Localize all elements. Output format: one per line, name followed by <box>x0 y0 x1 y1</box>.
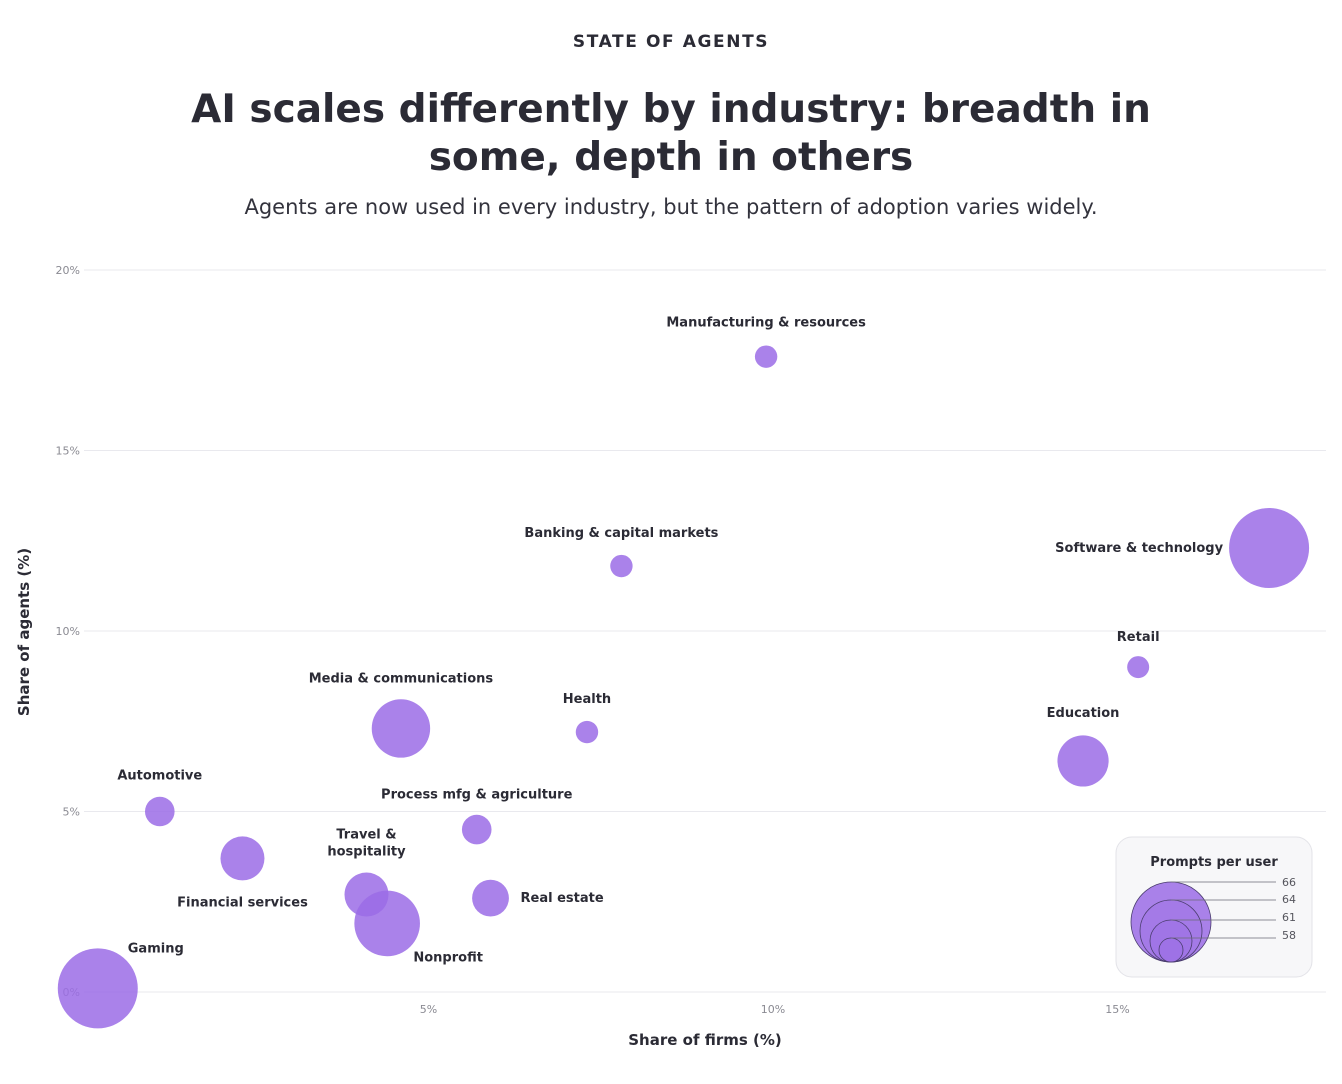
bubble-label: Retail <box>1117 630 1160 645</box>
y-tick-label: 10% <box>56 625 80 638</box>
bubble-label: Manufacturing & resources <box>666 316 866 331</box>
x-tick-label: 10% <box>761 1003 785 1016</box>
bubble-point <box>1057 735 1109 787</box>
x-axis-label: Share of firms (%) <box>628 1031 782 1049</box>
legend-value: 64 <box>1282 893 1296 906</box>
y-tick-label: 20% <box>56 264 80 277</box>
y-tick-label: 5% <box>63 806 80 819</box>
bubble-label: Education <box>1047 706 1120 721</box>
bubble-point <box>144 796 175 827</box>
x-tick-label: 15% <box>1105 1003 1129 1016</box>
bubble-point <box>57 948 138 1029</box>
bubble-point <box>1127 656 1150 679</box>
bubble-label: Gaming <box>128 941 184 956</box>
bubble-point <box>1229 507 1310 588</box>
bubble-label: Banking & capital markets <box>524 526 718 541</box>
bubble-label: Real estate <box>521 891 604 906</box>
bubble-point <box>610 554 633 578</box>
legend-value: 58 <box>1282 929 1296 942</box>
legend-title: Prompts per user <box>1150 855 1278 870</box>
bubble-label: Health <box>563 692 611 707</box>
x-tick-label: 5% <box>420 1003 437 1016</box>
bubble-point <box>354 890 420 957</box>
bubble-point <box>371 699 431 758</box>
bubble-label: Automotive <box>117 769 202 784</box>
legend-circle <box>1158 937 1184 963</box>
bubble-point <box>220 836 265 881</box>
legend-value: 61 <box>1282 911 1296 924</box>
bubble-label: Nonprofit <box>413 950 483 965</box>
y-axis-label: Share of agents (%) <box>15 548 33 716</box>
legend-value: 66 <box>1282 876 1296 889</box>
bubbles <box>57 345 1310 1029</box>
size-legend: Prompts per user 66 64 61 58 <box>1115 836 1313 978</box>
bubble-label: Travel & hospitality <box>327 828 406 860</box>
eyebrow: STATE OF AGENTS <box>572 32 770 52</box>
bubble-point <box>461 814 492 845</box>
bubble-label: Process mfg & agriculture <box>381 788 573 803</box>
gridlines <box>84 269 1326 993</box>
bubble-label: Financial services <box>177 895 308 910</box>
y-tick-label: 15% <box>56 445 80 458</box>
bubble-point <box>575 720 599 744</box>
bubble-point <box>472 879 509 917</box>
bubble-labels: Manufacturing & resources Banking & capit… <box>117 316 1223 966</box>
chart-subtitle: Agents are now used in every industry, b… <box>244 195 1098 219</box>
bubble-point <box>754 345 778 368</box>
bubble-label: Media & communications <box>309 671 494 686</box>
bubble-label: Software & technology <box>1055 541 1223 556</box>
chart-title: AI scales differently by industry: bread… <box>191 87 1151 180</box>
